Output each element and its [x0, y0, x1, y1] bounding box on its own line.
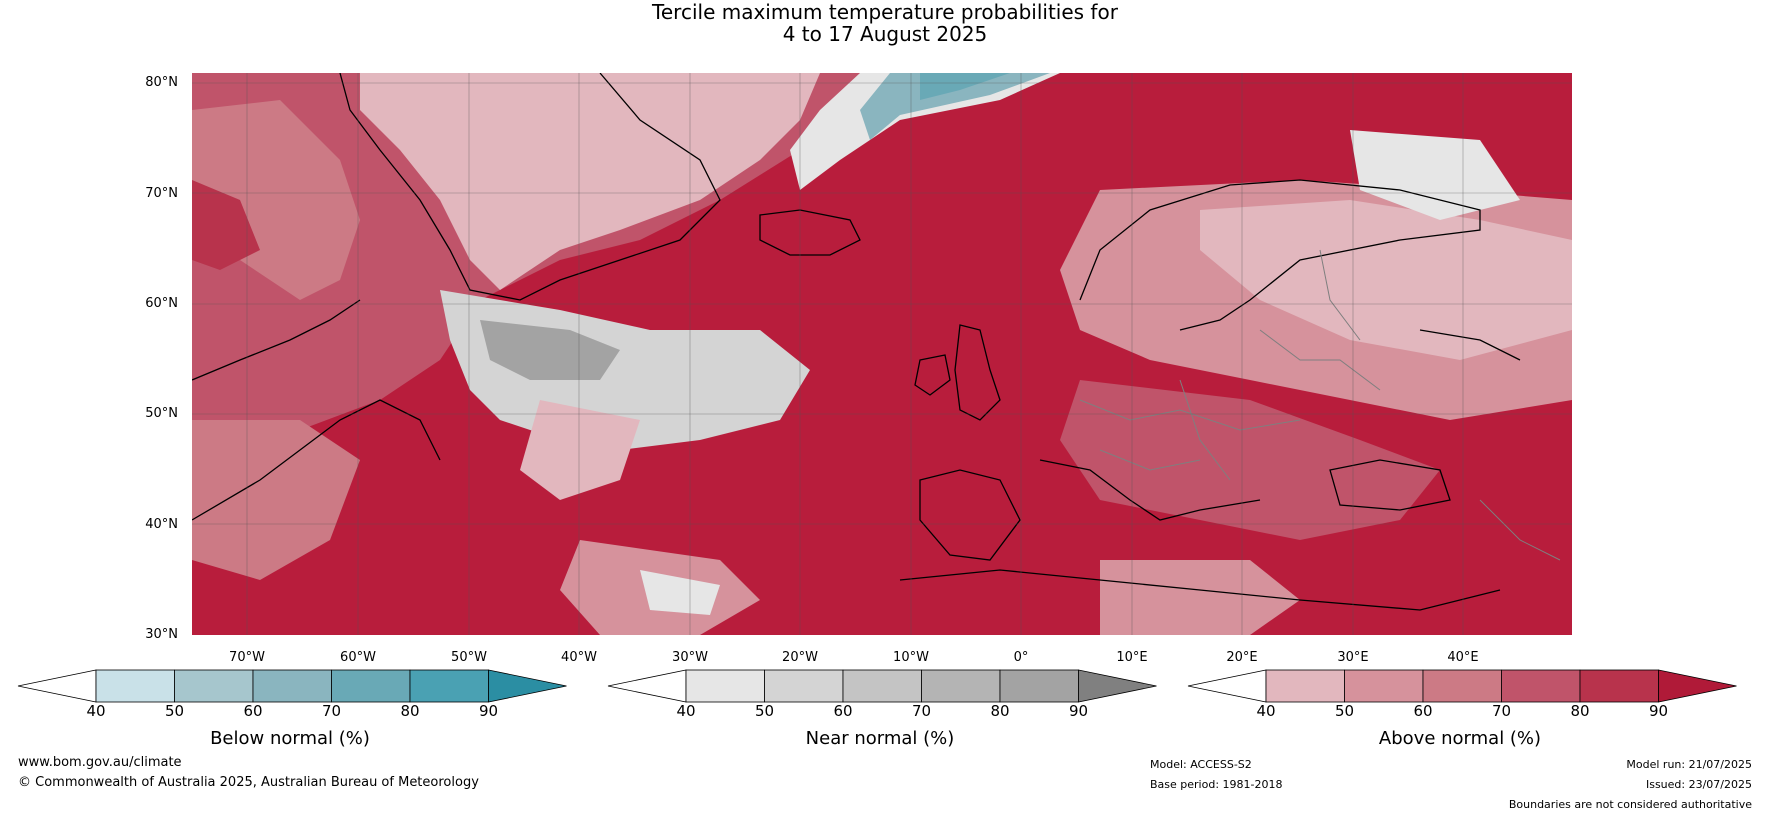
colorbar-near-title: Near normal (%) [805, 728, 955, 749]
colorbar-tick-label: 90 [478, 702, 499, 720]
colorbar-below-normal [17, 669, 567, 703]
colorbar-segment [921, 669, 1001, 703]
footer-model-run: Model run: 21/07/2025 [1626, 758, 1752, 771]
lon-label-70w: 70°W [229, 650, 265, 665]
arctic-below-normal-high [920, 73, 1010, 100]
colorbar-tick-label: 60 [1413, 702, 1433, 720]
lon-label-10e: 10°E [1116, 650, 1148, 665]
coastlines [192, 73, 1521, 611]
colorbar-arrow-high [488, 669, 567, 703]
lon-label-20e: 20°E [1226, 650, 1258, 665]
colorbar-segment [685, 669, 765, 703]
colorbar-segment [409, 669, 489, 703]
colorbar-segment [764, 669, 844, 703]
colorbar-tick-label: 70 [1491, 702, 1512, 720]
colorbar-segment [1579, 669, 1659, 703]
lat-label-40n: 40°N [145, 517, 178, 532]
atlantic-near-normal-high [480, 320, 620, 380]
chart-title-line-2: 4 to 17 August 2025 [782, 22, 988, 46]
colorbar-tick-label: 50 [1334, 702, 1355, 720]
colorbar-segment [252, 669, 332, 703]
arctic-below-normal [860, 73, 1050, 140]
baffin-region [192, 180, 260, 270]
colorbar-tick-label: 40 [1256, 702, 1276, 720]
subtropical-near-normal [640, 570, 720, 615]
barents-near-normal [1350, 130, 1520, 220]
lon-label-40w: 40°W [561, 650, 597, 665]
lon-label-60w: 60°W [340, 650, 376, 665]
colorbar-tick-label: 90 [1648, 702, 1669, 720]
colorbar-tick-label: 70 [911, 702, 932, 720]
colorbar-near-normal [607, 669, 1157, 703]
colorbar-segment [999, 669, 1079, 703]
colorbar-tick-label: 80 [400, 702, 420, 720]
lon-label-30e: 30°E [1337, 650, 1369, 665]
lat-label-70n: 70°N [145, 186, 178, 201]
colorbar-tick-label: 50 [754, 702, 775, 720]
lat-label-80n: 80°N [145, 75, 178, 90]
colorbar-tick-label: 60 [833, 702, 853, 720]
lon-label-20w: 20°W [782, 650, 818, 665]
colorbar-tick-label: 70 [321, 702, 342, 720]
chart-title-line-1: Tercile maximum temperature probabilitie… [652, 0, 1118, 24]
lat-label-50n: 50°N [145, 406, 178, 421]
colorbar-arrow-high [1658, 669, 1737, 703]
lon-label-10w: 10°W [893, 650, 929, 665]
colorbar-segment [1501, 669, 1581, 703]
lon-label-30w: 30°W [672, 650, 708, 665]
central-europe-region [1060, 380, 1440, 540]
footer-disclaimer: Boundaries are not considered authoritat… [1508, 798, 1752, 811]
colorbar-segment [1344, 669, 1424, 703]
colorbar-below-title: Below normal (%) [210, 728, 370, 749]
colorbar-above-title: Above normal (%) [1378, 728, 1542, 749]
atlantic-above-low-patch [520, 400, 640, 500]
colorbar-above-normal [1187, 669, 1737, 703]
footer-issued: Issued: 23/07/2025 [1645, 778, 1752, 791]
colorbar-arrow-low [607, 669, 687, 703]
colorbar-tick-label: 40 [676, 702, 696, 720]
colorbar-tick-label: 80 [990, 702, 1010, 720]
footer-website-link[interactable]: www.bom.gov.au/climate [18, 755, 182, 770]
lat-label-60n: 60°N [145, 296, 178, 311]
colorbar-segment [842, 669, 922, 703]
graticule [192, 73, 1572, 635]
colorbar-tick-label: 40 [86, 702, 106, 720]
colorbar-tick-label: 50 [164, 702, 185, 720]
lat-label-30n: 30°N [145, 627, 178, 642]
lon-label-50w: 50°W [451, 650, 487, 665]
colorbar-segment [1422, 669, 1502, 703]
footer-copyright: © Commonwealth of Australia 2025, Austra… [18, 775, 479, 790]
north-africa-region [1100, 560, 1300, 635]
russia-above-low [1200, 200, 1572, 360]
colorbar-tick-label: 60 [243, 702, 263, 720]
map-field [192, 73, 1572, 635]
colorbar-tick-label: 80 [1570, 702, 1590, 720]
colorbar-arrow-low [1187, 669, 1267, 703]
footer-base-period: Base period: 1981-2018 [1150, 778, 1283, 791]
colorbar-segment [331, 669, 411, 703]
us-east-coast-region [192, 420, 360, 580]
footer-model: Model: ACCESS-S2 [1150, 758, 1252, 771]
country-borders [1079, 249, 1561, 561]
colorbar-segment [1265, 669, 1345, 703]
greenland-above-low [360, 73, 820, 290]
colorbar-segment [95, 669, 175, 703]
colorbar-tick-label: 90 [1068, 702, 1089, 720]
colorbar-arrow-high [1078, 669, 1157, 703]
colorbar-arrow-low [17, 669, 97, 703]
arctic-near-normal [790, 73, 1060, 190]
colorbar-segment [174, 669, 254, 703]
lon-label-40e: 40°E [1447, 650, 1479, 665]
lon-label-0: 0° [1013, 650, 1029, 665]
